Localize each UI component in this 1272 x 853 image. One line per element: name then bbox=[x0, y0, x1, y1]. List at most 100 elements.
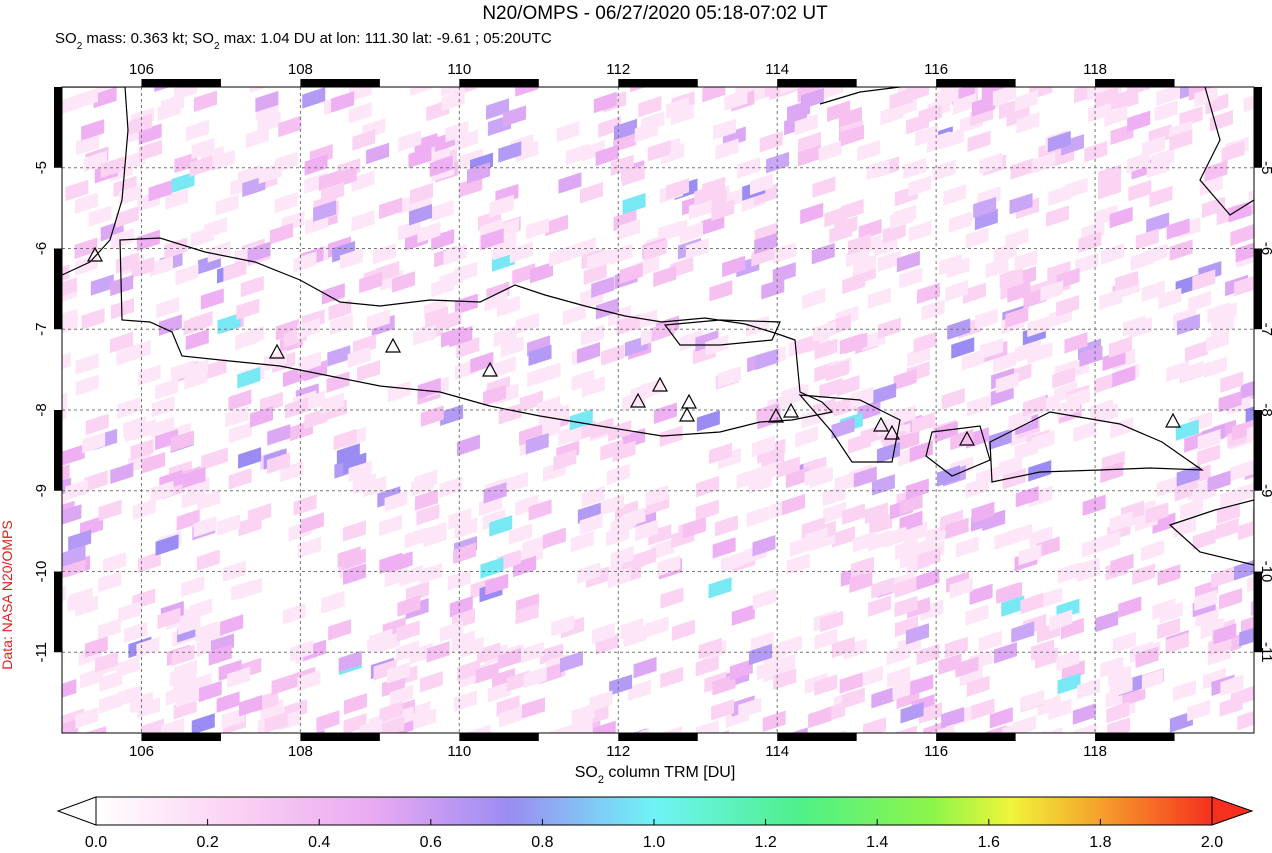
so2-pixel bbox=[148, 180, 172, 202]
so2-pixel bbox=[333, 166, 357, 189]
so2-pixel bbox=[908, 175, 932, 197]
so2-pixel bbox=[839, 672, 863, 694]
so2-pixel bbox=[598, 116, 622, 138]
so2-pixel bbox=[74, 87, 98, 110]
so2-pixel bbox=[454, 261, 478, 284]
so2-pixel bbox=[1020, 592, 1044, 615]
so2-pixel bbox=[867, 287, 891, 310]
so2-pixel bbox=[26, 416, 49, 437]
so2-pixel bbox=[577, 502, 601, 524]
so2-pixel bbox=[782, 493, 806, 516]
so2-pixel bbox=[1218, 390, 1242, 413]
so2-pixel bbox=[1049, 609, 1073, 632]
so2-pixel bbox=[441, 87, 465, 97]
so2-pixel bbox=[1048, 698, 1072, 721]
so2-pixel bbox=[1237, 708, 1254, 731]
so2-pixel bbox=[974, 208, 998, 231]
so2-pixel bbox=[952, 93, 976, 115]
volcano bbox=[782, 402, 800, 418]
so2-pixel bbox=[95, 87, 119, 94]
so2-pixel bbox=[752, 535, 776, 557]
so2-pixel bbox=[1263, 592, 1272, 613]
so2-pixel bbox=[832, 526, 856, 548]
so2-pixel bbox=[396, 640, 420, 662]
so2-pixel bbox=[74, 192, 98, 214]
so2-pixel bbox=[196, 549, 220, 571]
so2-pixel bbox=[894, 576, 918, 598]
so2-pixel bbox=[438, 309, 462, 332]
so2-pixel bbox=[1240, 377, 1254, 400]
so2-pixel bbox=[1204, 356, 1228, 378]
coast-sumatra bbox=[62, 87, 129, 276]
so2-pixel bbox=[893, 368, 917, 391]
so2-pixel bbox=[413, 708, 437, 730]
colorbar-tick-label: 1.0 bbox=[643, 834, 665, 851]
so2-pixel bbox=[955, 536, 979, 558]
frame-bar bbox=[300, 79, 380, 87]
so2-pixel bbox=[157, 99, 181, 122]
so2-pixel bbox=[137, 551, 161, 573]
so2-pixel bbox=[369, 628, 393, 650]
so2-pixel bbox=[366, 309, 390, 331]
so2-pixel bbox=[1231, 419, 1254, 441]
volcano bbox=[268, 343, 286, 359]
so2-pixel bbox=[97, 618, 121, 640]
so2-pixel bbox=[1056, 397, 1080, 419]
so2-pixel bbox=[263, 349, 287, 372]
so2-pixel bbox=[1194, 87, 1218, 108]
so2-pixel bbox=[609, 674, 633, 696]
so2-pixel bbox=[98, 499, 122, 522]
so2-pixel bbox=[160, 717, 184, 733]
so2-pixel bbox=[971, 501, 995, 524]
so2-pixel bbox=[417, 377, 441, 400]
so2-pixel bbox=[622, 192, 646, 215]
y-tick-label: -8 bbox=[1258, 403, 1272, 416]
so2-pixel bbox=[794, 113, 818, 136]
so2-pixel bbox=[67, 590, 91, 613]
so2-pixel bbox=[819, 377, 843, 400]
frame-bar bbox=[54, 87, 62, 168]
colorbar-tick-label: 0.2 bbox=[196, 834, 218, 851]
so2-pixel bbox=[352, 334, 376, 356]
so2-pixel bbox=[348, 460, 372, 483]
so2-pixel bbox=[802, 287, 826, 310]
coast-sumba bbox=[1168, 499, 1254, 566]
so2-pixel bbox=[280, 460, 304, 483]
so2-pixel bbox=[1179, 498, 1203, 520]
colorbar-label-part: column TRM [DU] bbox=[604, 764, 735, 781]
so2-pixel bbox=[827, 100, 851, 122]
so2-pixel bbox=[1013, 715, 1037, 733]
so2-pixel bbox=[225, 406, 249, 428]
so2-pixel bbox=[255, 90, 279, 113]
colorbar-tick-label: 2.0 bbox=[1201, 834, 1223, 851]
so2-pixel bbox=[529, 261, 553, 284]
so2-pixel bbox=[440, 620, 464, 642]
so2-pixel bbox=[75, 374, 99, 397]
coast-bali bbox=[798, 394, 901, 463]
so2-pixel bbox=[351, 210, 375, 232]
so2-pixel bbox=[754, 184, 778, 206]
so2-pixel bbox=[173, 669, 197, 691]
so2-pixel bbox=[935, 87, 959, 108]
so2-pixel bbox=[509, 241, 533, 264]
so2-pixel bbox=[240, 325, 264, 348]
so2-pixel bbox=[749, 643, 773, 666]
so2-pixel bbox=[966, 394, 990, 417]
so2-pixel bbox=[194, 90, 218, 113]
so2-pixel bbox=[218, 659, 242, 682]
so2-pixel bbox=[83, 726, 107, 733]
so2-pixel bbox=[228, 389, 252, 411]
so2-pixel bbox=[111, 298, 135, 320]
so2-pixel bbox=[892, 678, 916, 701]
so2-pixel bbox=[1200, 617, 1224, 640]
so2-pixel bbox=[467, 724, 491, 733]
so2-pixel bbox=[228, 468, 252, 490]
so2-pixel bbox=[35, 213, 58, 234]
so2-pixel bbox=[993, 351, 1017, 373]
so2-pixel bbox=[934, 420, 958, 443]
so2-pixel bbox=[515, 312, 539, 335]
so2-pixel bbox=[645, 616, 669, 638]
so2-pixel bbox=[352, 473, 376, 495]
so2-pixel bbox=[1135, 228, 1159, 250]
so2-pixel bbox=[1028, 732, 1052, 733]
